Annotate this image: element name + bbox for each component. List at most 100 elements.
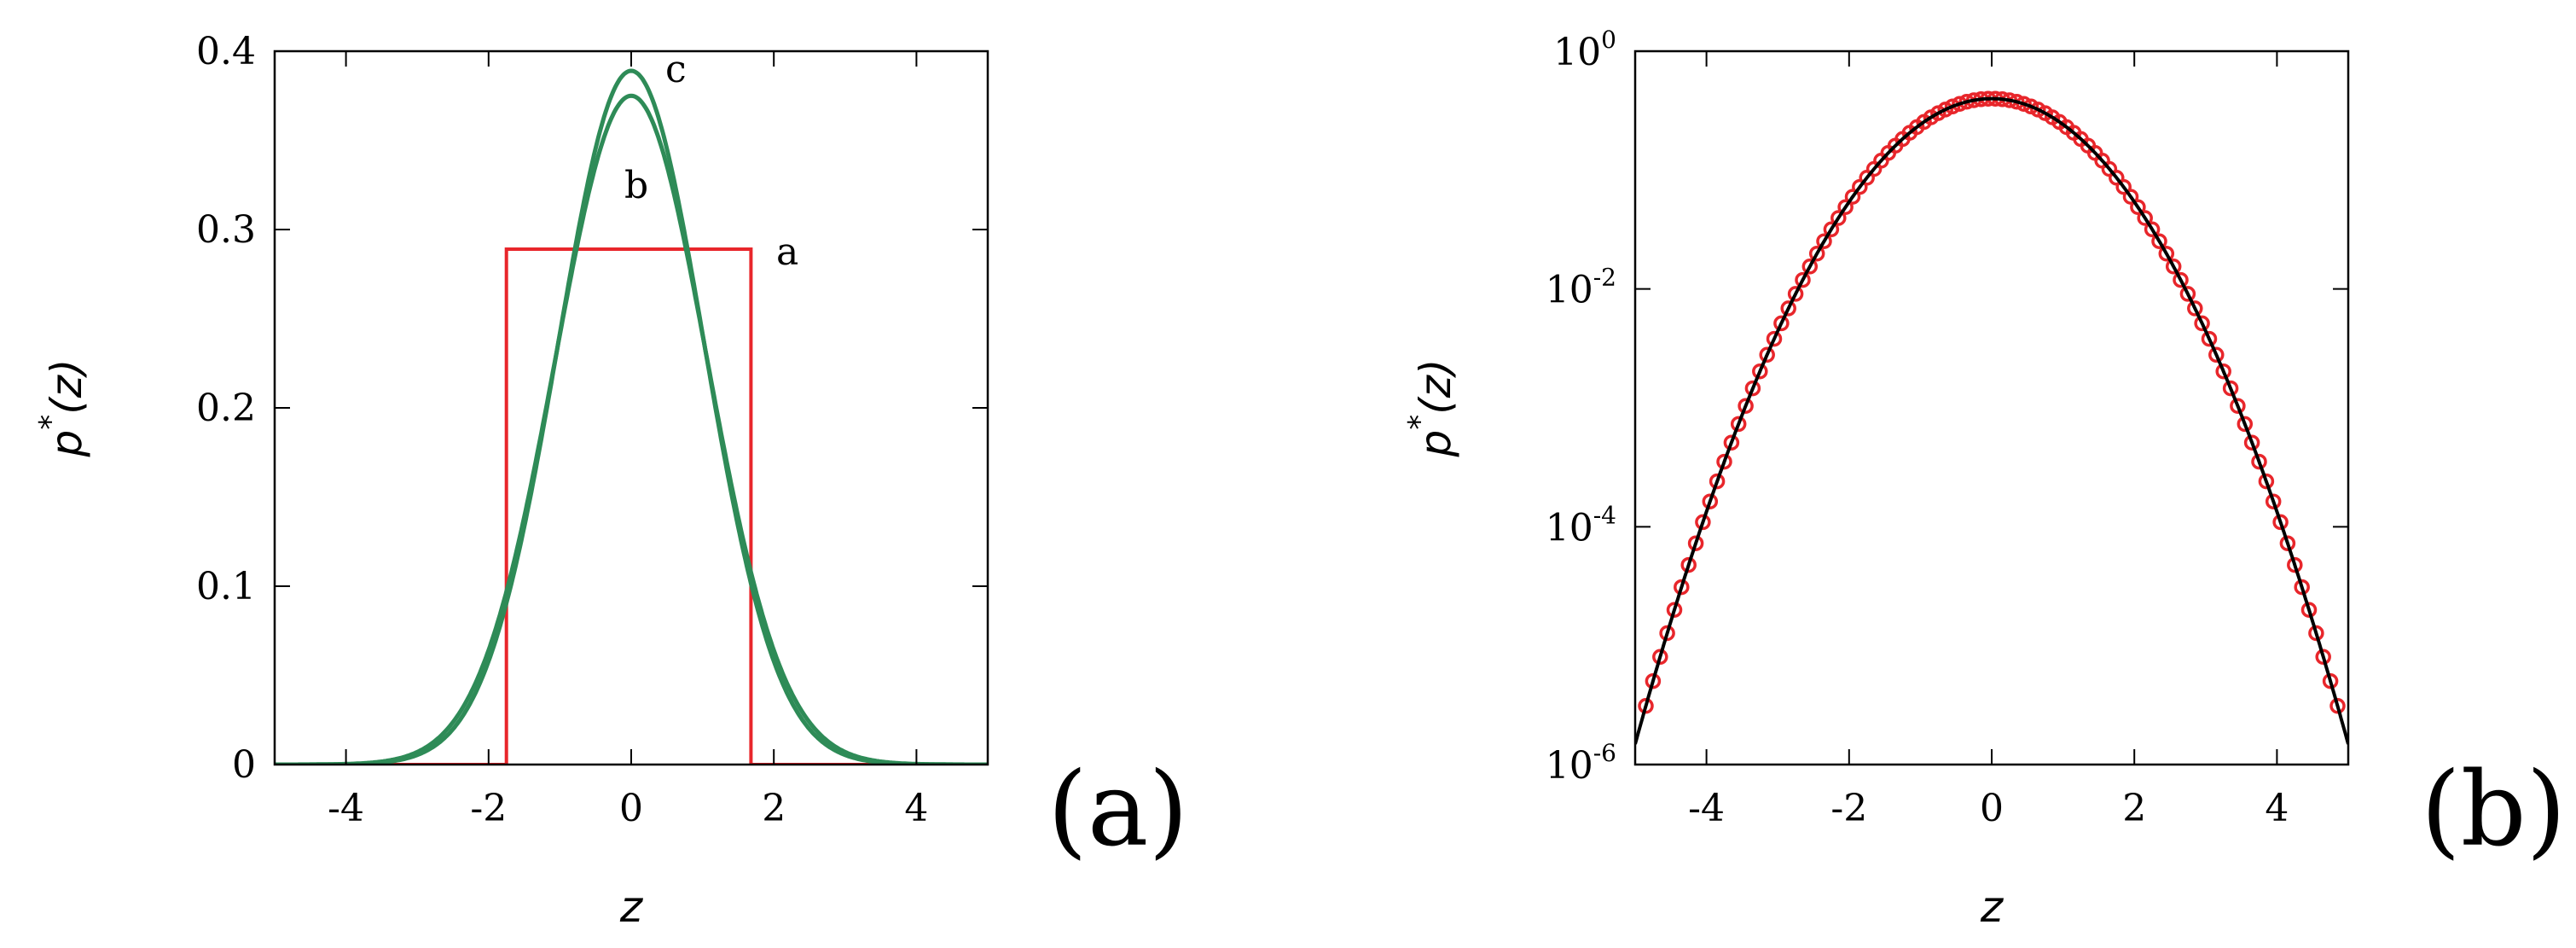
panel-b-marker-76 [2179,286,2196,302]
panel-b-x-axis-label: z [1980,882,2005,932]
panel-b-marker-87 [2258,473,2275,490]
panel-b-y-label-base: p [1411,430,1460,458]
panel-b-marker-68 [2122,189,2139,205]
panel-b-marker-15 [1744,380,1761,397]
panel-b-marker-91 [2287,556,2303,573]
panel-b-marker-13 [1730,416,1747,433]
panel-b-markers [1638,90,2346,714]
panel-b-marker-26 [1823,221,1840,238]
panel-b-marker-12 [1723,434,1740,451]
panel-a-y-label-base: p [42,430,91,458]
panel-b-marker-81 [2215,363,2231,380]
panel-b-marker-10 [1709,473,1726,490]
panel-b-marker-94 [2308,625,2324,642]
panel-a-ytick-label-2: 0.2 [196,387,256,430]
svg-text:p*(z): p*(z) [33,358,91,457]
panel-a-label: (a) [1047,751,1188,869]
panel-b-label: (b) [2421,751,2566,869]
panel-b-marker-6 [1680,556,1697,573]
curve-label-a: a [776,230,798,274]
panel-a-plot-frame [273,49,989,766]
panel-b-marker-79 [2201,330,2218,347]
panel-a-x-axis-label: z [619,882,644,932]
panel-b-marker-83 [2230,398,2246,414]
panel-b-xtick-label-2: 0 [1980,787,2004,830]
panel-b-marker-2 [1652,648,1668,666]
panel-b-marker-44 [1952,96,1968,112]
panel-b-marker-85 [2243,434,2260,451]
panel-b-ytick-label-0: 10-6 [1546,739,1616,788]
panel-b-marker-24 [1808,245,1825,262]
panel-b-plot-frame [1633,49,2350,766]
panel-a-y-axis-label: p*(z) [33,358,91,457]
panel-b-marker-3 [1659,625,1675,642]
panel-b-marker-5 [1674,579,1690,596]
panel-b-ytick-label-3: 100 [1553,26,1616,74]
panel-b-marker-80 [2208,346,2225,363]
panel-a-curves [275,68,988,765]
panel-b-y-label-sup: * [1402,415,1437,430]
panel-a-xtick-label-3: 2 [762,787,786,830]
panel-b-xtick-label-1: -2 [1830,787,1867,830]
panel-b-marker-17 [1759,346,1775,363]
panel-b-y-axis-label: p*(z) [1402,358,1460,457]
panel-b-marker-70 [2137,210,2153,226]
panel-b-marker-75 [2173,271,2189,288]
panel-a-xtick-label-1: -2 [470,787,507,830]
panel-b-marker-23 [1801,259,1819,275]
panel-a-xtick-label-0: -4 [328,787,364,830]
panel-b-marker-25 [1816,233,1832,249]
panel-b-series-fit-line [1635,96,2348,745]
panel-b-y-label-arg: (z) [1411,358,1460,414]
curve-label-b: b [624,164,648,207]
panel-b-ytick-label-1: 10-4 [1546,501,1616,550]
panel-b-marker-86 [2251,453,2267,470]
panel-b-marker-28 [1837,199,1854,215]
panel-b-curves [1635,90,2348,745]
panel-b-marker-8 [1695,514,1711,531]
panel-b-marker-16 [1752,363,1768,380]
panel-a-y-label-arg: (z) [42,358,91,414]
panel-b-marker-7 [1687,535,1704,551]
panel-b-marker-72 [2151,233,2167,249]
panel-a-ytick-label-3: 0.3 [196,208,256,252]
svg-text:p*(z): p*(z) [1402,358,1460,457]
panel-b-marker-21 [1787,286,1804,302]
panel-b-marker-11 [1716,453,1732,470]
panel-a-curve-labels: a b c [624,48,798,274]
panel-b-chart: -4 -2 0 2 4 10-6 10-4 10-2 100 z p*(z) (b) [1402,26,2566,932]
panel-b-marker-53 [2016,96,2032,112]
panel-b-marker-88 [2265,493,2282,509]
panel-b-marker-78 [2194,315,2210,332]
panel-a-plot-area [275,68,988,765]
panel-a-chart: -4 -2 0 2 4 0 0.1 0.2 0.3 0.4 a b c z p*(z) (a) [33,30,1188,932]
panel-b-xtick-label-0: -4 [1688,787,1725,830]
panel-b-marker-19 [1773,315,1790,332]
panel-b-marker-92 [2294,579,2310,596]
panel-b-ticks: -4 -2 0 2 4 10-6 10-4 10-2 100 [1546,26,2348,830]
panel-a-series-a-line [275,247,988,765]
panel-b-marker-0 [1638,698,1654,714]
panel-b-marker-20 [1780,300,1796,317]
panel-a-xtick-label-4: 4 [904,787,928,830]
panel-b-marker-1 [1645,672,1662,689]
panel-b-marker-4 [1666,602,1683,618]
panel-a-ytick-label-4: 0.4 [196,30,256,73]
panel-b-marker-93 [2300,602,2318,618]
panel-b-xtick-label-3: 2 [2122,787,2146,830]
panel-b-marker-69 [2130,199,2146,215]
panel-b-marker-14 [1738,398,1754,414]
panel-b-marker-22 [1795,271,1811,288]
panel-b-plot-area [1635,90,2348,745]
panel-a-ytick-label-0: 0 [232,743,256,787]
curve-label-c: c [665,48,687,91]
panel-a-y-label-sup: * [33,415,68,430]
panel-a-series-c-line [275,68,988,765]
panel-b-marker-27 [1830,210,1847,226]
panel-b-marker-18 [1766,330,1783,347]
panel-b-marker-97 [2329,698,2346,714]
panel-b-marker-90 [2279,535,2296,551]
panel-b-marker-89 [2272,514,2289,531]
panel-b-xtick-label-4: 4 [2265,787,2289,830]
